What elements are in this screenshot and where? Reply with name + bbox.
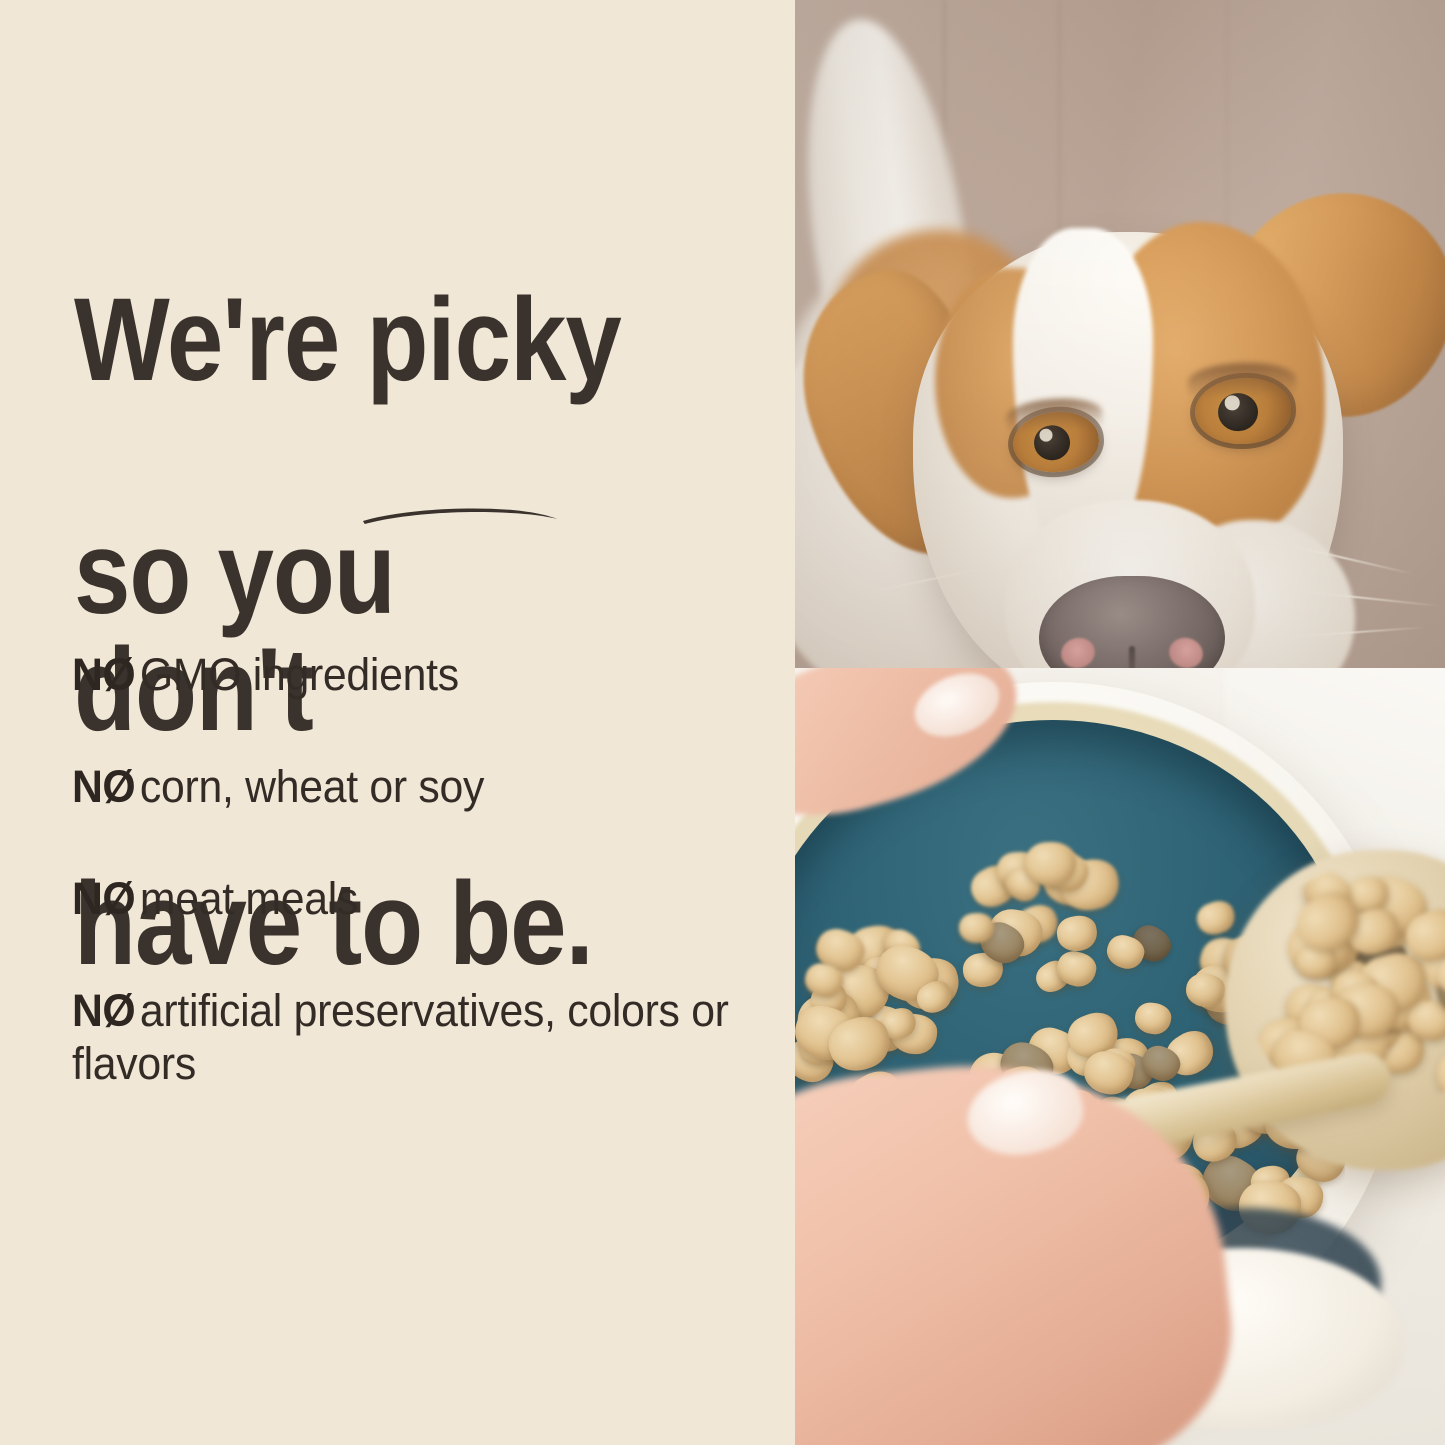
list-item: NØ corn, wheat or soy	[72, 760, 737, 813]
claim-text: corn, wheat or soy	[139, 761, 485, 813]
headline-line-3: have to be.	[74, 857, 594, 990]
photo-vignette	[795, 0, 1445, 690]
list-item: NØ meat meals	[72, 872, 737, 925]
list-item: NØ GMO ingredients	[72, 648, 737, 701]
product-photo	[795, 0, 1445, 1445]
claims-list: NØ GMO ingredients NØ corn, wheat or soy N…	[72, 648, 772, 1090]
claim-no-prefix: NØ	[72, 761, 136, 813]
claim-no-prefix: NØ	[72, 649, 136, 700]
dog-photo	[795, 0, 1445, 690]
headline-emphasis-picky: picky	[363, 281, 622, 525]
claim-no-prefix: NØ	[72, 985, 136, 1037]
claim-text: artificial preservatives, colors or flav…	[72, 985, 729, 1090]
kibble-piece	[1132, 1000, 1173, 1037]
headline-emphasis-text: picky	[366, 273, 621, 406]
copy-panel: We're picky so you don't have to be. NØ G…	[72, 165, 772, 1100]
kibble-piece	[1054, 912, 1101, 955]
page-title: We're picky so you don't have to be.	[74, 165, 659, 1100]
headline-line-1-prefix: We're	[74, 273, 367, 406]
claim-no-prefix: NØ	[72, 873, 136, 925]
claim-text: GMO ingredients	[139, 649, 459, 700]
claim-text: meat meals	[139, 873, 359, 925]
kibble-bowl-photo	[795, 668, 1445, 1445]
list-item: NØ artificial preservatives, colors or fl…	[72, 984, 737, 1090]
headline-line-1: We're picky	[74, 281, 659, 525]
headline-line-2: so you don't	[74, 507, 396, 757]
kibble-piece	[1192, 896, 1240, 940]
